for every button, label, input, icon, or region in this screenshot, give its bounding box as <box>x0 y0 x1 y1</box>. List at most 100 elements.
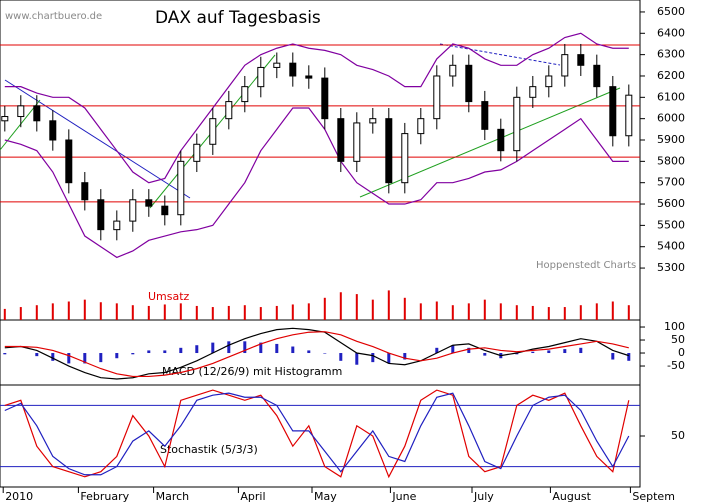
volume-bar <box>451 305 454 320</box>
volume-bar <box>339 292 342 320</box>
candle-body <box>225 101 233 120</box>
histogram-bar <box>51 353 55 361</box>
volume-bar <box>67 301 70 320</box>
histogram-bar <box>227 341 231 354</box>
volume-bar <box>179 303 182 320</box>
volume-bar <box>291 304 294 320</box>
histogram-bar <box>243 341 247 354</box>
candle-body <box>545 75 553 88</box>
candle-body <box>369 118 377 124</box>
y-tick-label: 100 <box>664 320 685 333</box>
candle-body <box>417 118 425 135</box>
histogram-bar <box>627 353 631 361</box>
histogram-bar <box>323 353 327 354</box>
candle-body <box>433 75 441 120</box>
candle-body <box>625 94 633 137</box>
histogram-bar <box>563 349 567 354</box>
volume-bar <box>419 303 422 320</box>
volume-bar <box>35 305 38 320</box>
candle-body <box>209 118 217 145</box>
histogram-bar <box>291 346 295 354</box>
volume-bar <box>51 303 54 320</box>
volume-bar <box>531 305 534 320</box>
y-tick-label: 0 <box>678 346 685 359</box>
x-tick-label: Septem <box>632 490 675 503</box>
volume-bar <box>467 303 470 320</box>
histogram-bar <box>115 353 119 359</box>
indicator-line <box>4 392 630 476</box>
volume-bar <box>595 303 598 320</box>
histogram-bar <box>83 353 87 364</box>
y-tick-label: 5300 <box>657 261 685 274</box>
y-tick-label: 5700 <box>657 176 685 189</box>
histogram-bar <box>99 353 103 363</box>
y-tick-label: 5600 <box>657 197 685 210</box>
histogram-bar <box>211 342 215 354</box>
x-tick-label: February <box>80 490 129 503</box>
histogram-bar <box>163 350 167 354</box>
volume-bar <box>403 297 406 320</box>
x-tick-label: June <box>391 490 416 503</box>
candle-body <box>529 86 537 98</box>
volume-bar <box>115 303 118 320</box>
x-tick-label: July <box>473 490 494 503</box>
y-tick-label: 50 <box>671 333 685 346</box>
volume-bar <box>483 299 486 320</box>
volume-bar <box>611 301 614 320</box>
source: www.chartbuero.de <box>5 11 102 22</box>
volume-bar <box>627 305 630 320</box>
histogram-bar <box>355 353 359 365</box>
candle-body <box>337 118 345 162</box>
y-tick-label: 6300 <box>657 48 685 61</box>
histogram-bar <box>515 353 519 355</box>
trend-line <box>4 79 191 199</box>
bollinger-band <box>4 32 629 184</box>
histogram-bar <box>67 353 71 364</box>
panel-title: Umsatz <box>148 290 190 303</box>
candle-body <box>321 77 329 120</box>
candle-body <box>17 105 25 118</box>
volume-bar <box>99 302 102 320</box>
histogram-bar <box>3 353 7 355</box>
candle-body <box>577 54 585 66</box>
candle-body <box>129 199 137 222</box>
y-tick-label: -50 <box>667 359 685 372</box>
y-tick-label: 50 <box>671 429 685 442</box>
histogram-bar <box>339 353 343 361</box>
y-tick-label: 6400 <box>657 26 685 39</box>
candle-body <box>113 220 121 231</box>
chart-title: DAX auf Tagesbasis <box>155 8 321 28</box>
candle-body <box>65 139 73 184</box>
bollinger-band <box>4 107 629 259</box>
histogram-bar <box>35 353 39 357</box>
histogram-bar <box>467 347 471 354</box>
volume-bar <box>563 307 566 320</box>
y-tick-label: 5900 <box>657 133 685 146</box>
volume-bar <box>195 305 198 320</box>
volume-bar <box>259 307 262 320</box>
panel-title: MACD (12/26/9) mit Histogramm <box>162 365 342 378</box>
volume-bar <box>227 305 230 320</box>
candle-body <box>609 86 617 137</box>
candle-body <box>257 66 265 88</box>
volume-bar <box>435 301 438 320</box>
volume-bar <box>211 307 214 320</box>
candle-body <box>241 86 249 103</box>
y-tick-label: 6500 <box>657 5 685 18</box>
histogram-bar <box>307 350 311 354</box>
histogram-bar <box>259 342 263 354</box>
x-tick-label: April <box>240 490 265 503</box>
y-tick-label: 5800 <box>657 154 685 167</box>
volume-bar <box>355 294 358 320</box>
candle-body <box>449 64 457 77</box>
y-tick-label: 5500 <box>657 218 685 231</box>
volume-bar <box>323 297 326 320</box>
volume-bar <box>147 305 150 320</box>
candle-body <box>465 64 473 103</box>
x-tick-label: 2010 <box>5 490 33 503</box>
indicator-line <box>4 331 629 378</box>
volume-bar <box>307 303 310 320</box>
candle-body <box>97 199 105 231</box>
y-tick-label: 6200 <box>657 69 685 82</box>
credit: Hoppenstedt Charts <box>536 260 636 271</box>
